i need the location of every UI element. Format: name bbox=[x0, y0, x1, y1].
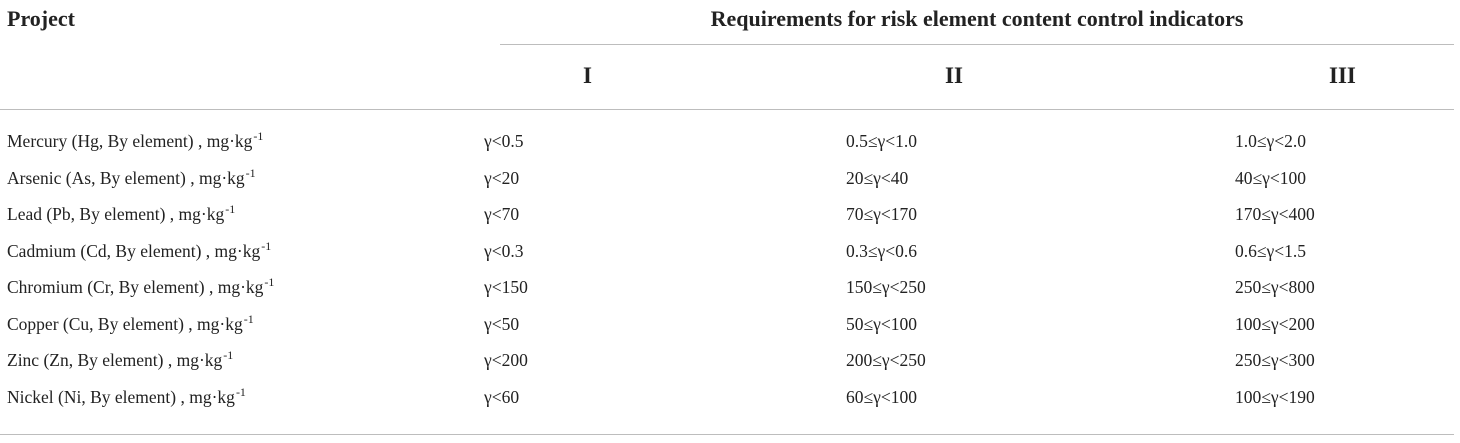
table-body: Mercury (Hg, By element) , mg·kg-1 γ<0.5… bbox=[0, 126, 1454, 418]
unit-exponent: -1 bbox=[223, 348, 234, 362]
table-row: Copper (Cu, By element) , mg·kg-1 γ<50 5… bbox=[0, 309, 1454, 346]
level-ii-value: 150≤γ<250 bbox=[846, 277, 926, 297]
header-project: Project bbox=[7, 6, 75, 31]
level-iii-value: 100≤γ<200 bbox=[1235, 313, 1315, 334]
unit-exponent: -1 bbox=[264, 275, 275, 289]
project-name: Lead (Pb, By element) , mg·kg bbox=[7, 204, 225, 224]
table-row: Zinc (Zn, By element) , mg·kg-1 γ<200 20… bbox=[0, 345, 1454, 382]
unit-exponent: -1 bbox=[253, 129, 264, 143]
table-row: Cadmium (Cd, By element) , mg·kg-1 γ<0.3… bbox=[0, 236, 1454, 273]
level-i-value: γ<0.5 bbox=[484, 131, 524, 151]
table-row: Arsenic (As, By element) , mg·kg-1 γ<20 … bbox=[0, 163, 1454, 200]
level-iii-value: 100≤γ<190 bbox=[1235, 386, 1315, 407]
level-iii-value: 0.6≤γ<1.5 bbox=[1235, 240, 1306, 261]
level-i-value: γ<20 bbox=[484, 167, 520, 188]
table-bottom-rule bbox=[0, 434, 1454, 435]
level-iii-value: 250≤γ<300 bbox=[1235, 350, 1315, 370]
unit-exponent: -1 bbox=[245, 165, 256, 180]
row-project-cell: Nickel (Ni, By element) , mg·kg-1 bbox=[7, 382, 246, 412]
level-ii-value: 20≤γ<40 bbox=[846, 167, 909, 188]
header-body-divider bbox=[0, 109, 1454, 110]
unit-exponent: -1 bbox=[225, 202, 236, 216]
project-name: Copper (Cu, By element) , mg·kg bbox=[7, 313, 243, 334]
level-iii-value: 1.0≤γ<2.0 bbox=[1235, 131, 1306, 151]
row-project-cell: Zinc (Zn, By element) , mg·kg-1 bbox=[7, 345, 233, 375]
level-ii-value: 60≤γ<100 bbox=[846, 386, 917, 407]
level-i-value: γ<150 bbox=[484, 277, 528, 297]
column-header-ii: II bbox=[945, 63, 963, 88]
project-name: Zinc (Zn, By element) , mg·kg bbox=[7, 350, 223, 370]
level-i-value: γ<50 bbox=[484, 313, 520, 334]
column-header-i: I bbox=[583, 63, 592, 88]
unit-exponent: -1 bbox=[261, 238, 272, 253]
row-project-cell: Mercury (Hg, By element) , mg·kg-1 bbox=[7, 126, 263, 156]
table-row: Lead (Pb, By element) , mg·kg-1 γ<70 70≤… bbox=[0, 199, 1454, 236]
level-iii-value: 170≤γ<400 bbox=[1235, 204, 1315, 224]
level-i-value: γ<200 bbox=[484, 350, 528, 370]
level-ii-value: 0.5≤γ<1.0 bbox=[846, 131, 917, 151]
table-row: Chromium (Cr, By element) , mg·kg-1 γ<15… bbox=[0, 272, 1454, 309]
level-i-value: γ<70 bbox=[484, 204, 520, 224]
header-requirements-group: Requirements for risk element content co… bbox=[710, 6, 1244, 31]
header-group-divider bbox=[500, 44, 1454, 45]
unit-exponent: -1 bbox=[243, 311, 254, 326]
level-ii-value: 70≤γ<170 bbox=[846, 204, 917, 224]
level-iii-value: 250≤γ<800 bbox=[1235, 277, 1315, 297]
table-row: Nickel (Ni, By element) , mg·kg-1 γ<60 6… bbox=[0, 382, 1454, 419]
level-ii-value: 200≤γ<250 bbox=[846, 350, 926, 370]
unit-exponent: -1 bbox=[235, 384, 246, 399]
level-i-value: γ<0.3 bbox=[484, 240, 524, 261]
row-project-cell: Arsenic (As, By element) , mg·kg-1 bbox=[7, 163, 256, 193]
table-row: Mercury (Hg, By element) , mg·kg-1 γ<0.5… bbox=[0, 126, 1454, 163]
level-ii-value: 50≤γ<100 bbox=[846, 313, 917, 334]
level-i-value: γ<60 bbox=[484, 386, 520, 407]
row-project-cell: Chromium (Cr, By element) , mg·kg-1 bbox=[7, 272, 274, 302]
project-name: Arsenic (As, By element) , mg·kg bbox=[7, 167, 245, 188]
level-ii-value: 0.3≤γ<0.6 bbox=[846, 240, 917, 261]
project-name: Chromium (Cr, By element) , mg·kg bbox=[7, 277, 264, 297]
project-name: Cadmium (Cd, By element) , mg·kg bbox=[7, 240, 261, 261]
column-header-iii: III bbox=[1329, 63, 1356, 88]
level-iii-value: 40≤γ<100 bbox=[1235, 167, 1306, 188]
row-project-cell: Lead (Pb, By element) , mg·kg-1 bbox=[7, 199, 235, 229]
project-name: Mercury (Hg, By element) , mg·kg bbox=[7, 131, 253, 151]
project-name: Nickel (Ni, By element) , mg·kg bbox=[7, 386, 235, 407]
row-project-cell: Cadmium (Cd, By element) , mg·kg-1 bbox=[7, 236, 271, 266]
row-project-cell: Copper (Cu, By element) , mg·kg-1 bbox=[7, 309, 254, 339]
